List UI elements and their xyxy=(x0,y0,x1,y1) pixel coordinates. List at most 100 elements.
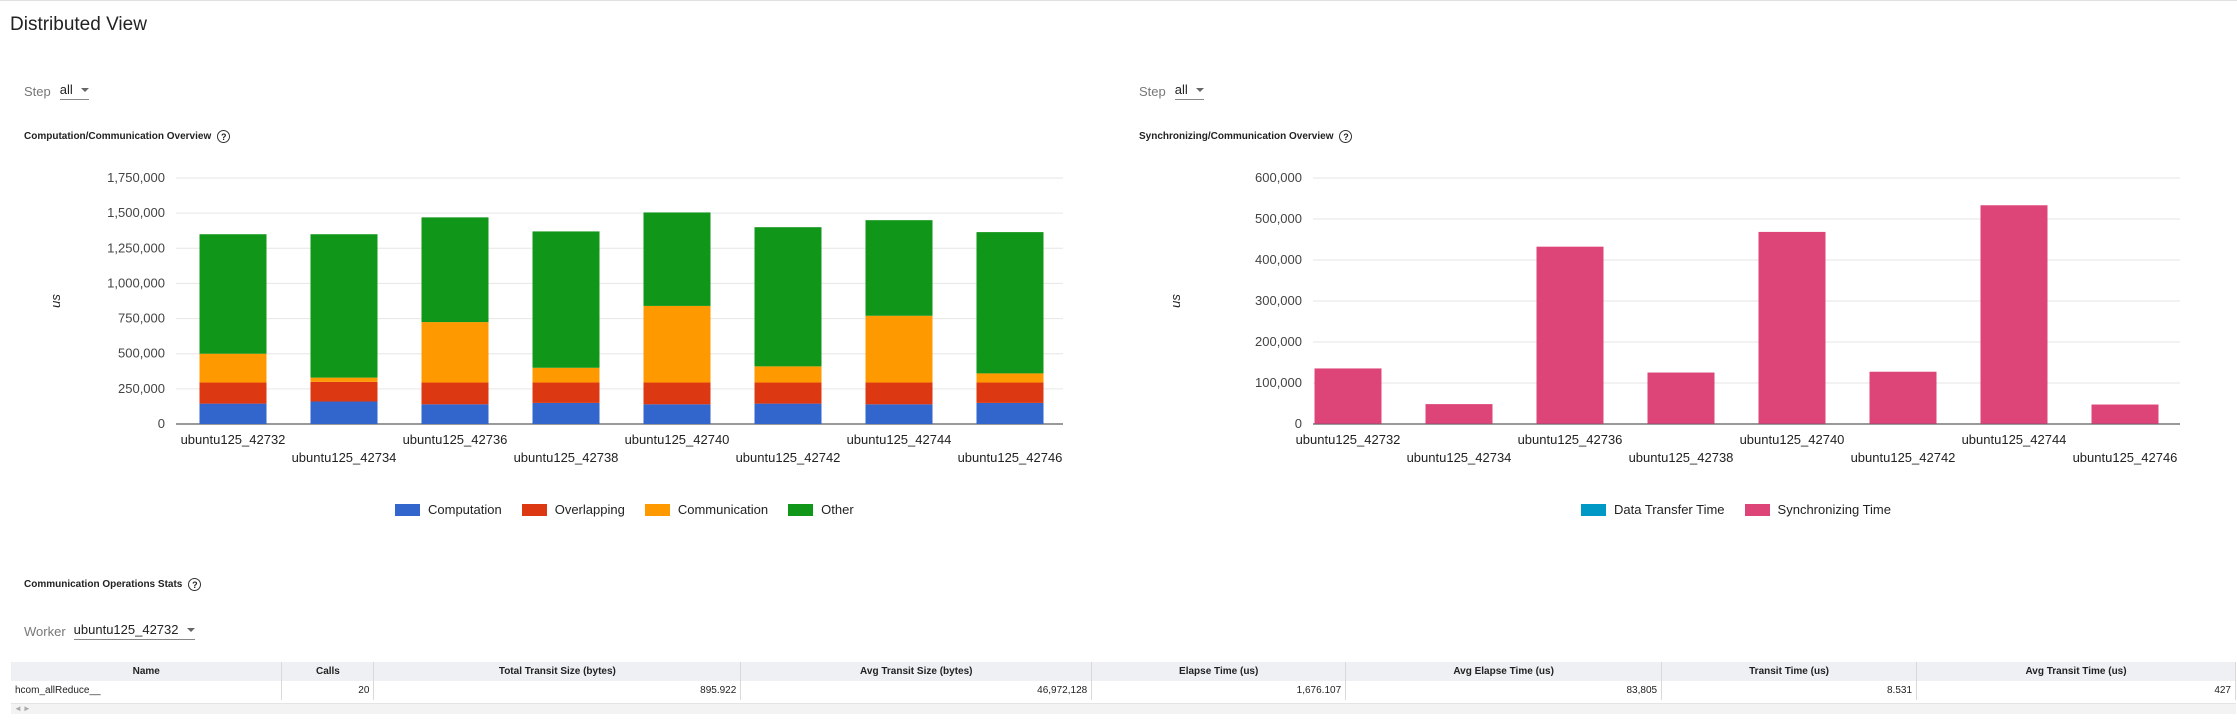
y-tick-label: 250,000 xyxy=(118,381,165,396)
bar-segment[interactable]: ubuntu125_42742 Synchronizing Time: 1270… xyxy=(1869,371,1937,424)
bar-segment[interactable]: ubuntu125_42746 Overlapping: 145000 xyxy=(976,382,1044,403)
x-tick-label: ubuntu125_42740 xyxy=(625,432,730,447)
y-tick-label: 400,000 xyxy=(1255,252,1302,267)
column-header-name[interactable]: Name xyxy=(11,662,283,681)
bar-segment[interactable]: ubuntu125_42740 Communication: 545000 xyxy=(643,305,711,383)
bar-segment[interactable]: ubuntu125_42746 Communication: 65000 xyxy=(976,373,1044,383)
legend-item-synchronizing-time[interactable]: Synchronizing Time xyxy=(1744,502,1891,517)
x-tick-label: ubuntu125_42732 xyxy=(1296,432,1401,447)
bar-segment[interactable]: ubuntu125_42734 Overlapping: 140000 xyxy=(310,381,378,402)
legend-swatch xyxy=(395,503,420,516)
bar-segment[interactable]: ubuntu125_42738 Computation: 150000 xyxy=(532,402,600,424)
legend-label: Communication xyxy=(677,502,769,517)
bar-segment[interactable]: ubuntu125_42746 Other: 1005000 xyxy=(976,232,1044,374)
worker-dropdown[interactable]: ubuntu125_42732 xyxy=(73,622,195,640)
table-row[interactable]: hcom_allReduce__ 20 895.922 46,972,128 1… xyxy=(11,681,2236,700)
worker-selector: Worker ubuntu125_42732 xyxy=(24,622,195,640)
bar-segment[interactable]: ubuntu125_42732 Overlapping: 150000 xyxy=(199,382,267,404)
bar-segment[interactable]: ubuntu125_42736 Other: 745000 xyxy=(421,217,489,323)
comm-stats-title: Communication Operations Stats ? xyxy=(24,578,202,591)
legend-label: Data Transfer Time xyxy=(1614,502,1725,517)
column-header-transit-time[interactable]: Transit Time (us) xyxy=(1661,662,1918,681)
bar-segment[interactable]: ubuntu125_42736 Communication: 430000 xyxy=(421,322,489,383)
bar-segment[interactable]: ubuntu125_42744 Overlapping: 155000 xyxy=(865,382,933,405)
bar-segment[interactable]: ubuntu125_42734 Communication: 30000 xyxy=(310,377,378,382)
bar-segment[interactable]: ubuntu125_42734 Other: 1020000 xyxy=(310,234,378,378)
y-tick-label: 0 xyxy=(1295,416,1302,431)
scroll-arrows-icon[interactable]: ◄► xyxy=(14,704,32,713)
right-step-selector: Step all xyxy=(1139,82,1204,100)
help-icon[interactable]: ? xyxy=(188,578,202,591)
column-header-total-transit-size[interactable]: Total Transit Size (bytes) xyxy=(373,662,742,681)
x-tick-label: ubuntu125_42742 xyxy=(1851,450,1956,465)
horizontal-scrollbar[interactable]: ◄► xyxy=(11,703,2236,714)
legend-label: Overlapping xyxy=(554,502,625,517)
y-tick-label: 500,000 xyxy=(1255,211,1302,226)
top-divider xyxy=(0,0,2237,1)
bar-segment[interactable]: ubuntu125_42742 Overlapping: 150000 xyxy=(754,382,822,404)
help-icon[interactable]: ? xyxy=(1339,130,1353,143)
bar-segment[interactable]: ubuntu125_42738 Synchronizing Time: 1250… xyxy=(1647,372,1715,424)
bar-segment[interactable]: ubuntu125_42734 Synchronizing Time: 4800… xyxy=(1425,404,1493,424)
bar-segment[interactable]: ubuntu125_42732 Synchronizing Time: 1350… xyxy=(1314,368,1382,424)
bar-segment[interactable]: ubuntu125_42746 Computation: 150000 xyxy=(976,402,1044,424)
help-icon[interactable]: ? xyxy=(217,130,231,143)
bar-segment[interactable]: ubuntu125_42744 Other: 680000 xyxy=(865,220,933,316)
y-tick-label: 100,000 xyxy=(1255,375,1302,390)
bar-segment[interactable]: ubuntu125_42732 Computation: 145000 xyxy=(199,403,267,424)
bar-segment[interactable]: ubuntu125_42736 Overlapping: 155000 xyxy=(421,382,489,405)
bar-segment[interactable]: ubuntu125_42736 Computation: 140000 xyxy=(421,404,489,424)
step-dropdown[interactable]: all xyxy=(1174,82,1204,100)
y-tick-label: 0 xyxy=(158,416,165,431)
legend-swatch xyxy=(788,503,814,516)
legend-swatch xyxy=(1744,503,1770,516)
bar-segment[interactable]: ubuntu125_42744 Communication: 475000 xyxy=(865,315,933,383)
bar-segment[interactable]: ubuntu125_42736 Synchronizing Time: 4320… xyxy=(1536,246,1604,424)
computation-communication-chart: 0 250,000 500,000 750,000 1,000,000 1,250,000… xyxy=(48,170,1063,465)
column-header-calls[interactable]: Calls xyxy=(281,662,375,681)
left-step-selector: Step all xyxy=(24,82,89,100)
bar-segment[interactable]: ubuntu125_42744 Computation: 140000 xyxy=(865,404,933,424)
legend-label: Computation xyxy=(428,502,502,517)
bar-segment[interactable]: ubuntu125_42740 Other: 665000 xyxy=(643,212,711,306)
table-header-row: Name Calls Total Transit Size (bytes) Av… xyxy=(11,662,2236,681)
bar-segment[interactable]: ubuntu125_42746 Synchronizing Time: 4700… xyxy=(2091,404,2159,424)
legend-item-computation[interactable]: Computation xyxy=(395,502,502,517)
bar-segment[interactable]: ubuntu125_42738 Overlapping: 145000 xyxy=(532,382,600,403)
bar-segment[interactable]: ubuntu125_42734 Computation: 160000 xyxy=(310,401,378,424)
bar-segment[interactable]: ubuntu125_42742 Communication: 115000 xyxy=(754,366,822,383)
legend-item-other[interactable]: Other xyxy=(788,502,854,517)
step-dropdown-value: all xyxy=(1174,82,1188,97)
bar-segment[interactable]: ubuntu125_42740 Computation: 140000 xyxy=(643,404,711,424)
y-tick-label: 300,000 xyxy=(1255,293,1302,308)
x-tick-label: ubuntu125_42738 xyxy=(1629,450,1734,465)
bar-segment[interactable]: ubuntu125_42732 Other: 850000 xyxy=(199,234,267,354)
column-header-avg-transit-size[interactable]: Avg Transit Size (bytes) xyxy=(740,662,1093,681)
y-tick-label: 1,500,000 xyxy=(107,205,165,220)
step-dropdown-value: all xyxy=(59,82,73,97)
y-tick-label: 750,000 xyxy=(118,311,165,326)
bar-segment[interactable]: ubuntu125_42738 Other: 970000 xyxy=(532,231,600,368)
legend-item-communication[interactable]: Communication xyxy=(644,502,769,517)
column-header-elapse-time[interactable]: Elapse Time (us) xyxy=(1091,662,1347,681)
y-axis-label: us xyxy=(48,294,63,308)
legend-item-overlapping[interactable]: Overlapping xyxy=(521,502,625,517)
bar-segment[interactable]: ubuntu125_42740 Overlapping: 155000 xyxy=(643,382,711,405)
section-title-text: Synchronizing/Communication Overview xyxy=(1139,131,1334,142)
step-dropdown[interactable]: all xyxy=(59,82,89,100)
legend-swatch xyxy=(1581,503,1606,516)
bar-segment[interactable]: ubuntu125_42740 Synchronizing Time: 4680… xyxy=(1758,231,1826,424)
bar-segment[interactable]: ubuntu125_42742 Other: 990000 xyxy=(754,227,822,367)
bar-segment[interactable]: ubuntu125_42742 Computation: 145000 xyxy=(754,403,822,424)
bar-segment[interactable]: ubuntu125_42744 Synchronizing Time: 5330… xyxy=(1980,205,2048,424)
left-chart-legend: Computation Overlapping Communication Ot… xyxy=(395,502,874,517)
x-tick-label: ubuntu125_42744 xyxy=(847,432,952,447)
x-tick-label: ubuntu125_42746 xyxy=(2073,450,2178,465)
column-header-avg-transit-time[interactable]: Avg Transit Time (us) xyxy=(1916,662,2236,681)
bar-segment[interactable]: ubuntu125_42732 Communication: 205000 xyxy=(199,353,267,383)
legend-item-data-transfer-time[interactable]: Data Transfer Time xyxy=(1581,502,1725,517)
column-header-avg-elapse-time[interactable]: Avg Elapse Time (us) xyxy=(1345,662,1663,681)
bar-segment[interactable]: ubuntu125_42738 Communication: 105000 xyxy=(532,367,600,383)
y-axis-label: us xyxy=(1168,294,1183,308)
x-tick-label: ubuntu125_42744 xyxy=(1962,432,2067,447)
